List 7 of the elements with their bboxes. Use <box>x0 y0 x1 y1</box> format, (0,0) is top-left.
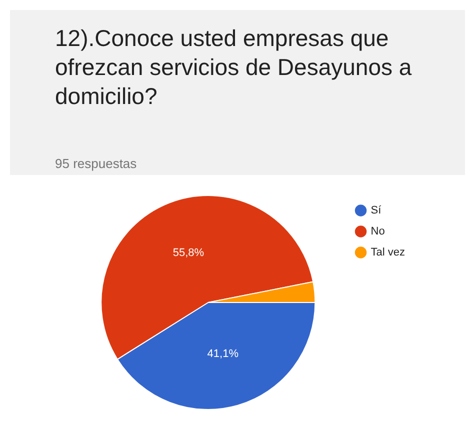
legend-label: No <box>370 226 385 238</box>
chart-subtitle: 95 respuestas <box>55 156 137 171</box>
data-label: 41,1% <box>207 348 239 360</box>
data-label: 55,8% <box>172 246 204 259</box>
legend-label: Tal vez <box>370 246 406 259</box>
legend-label: Sí <box>370 204 382 217</box>
chart-title: 12).Conoce usted empresas que ofrezcan servicios de Desayunos a domicilio? <box>55 24 413 111</box>
